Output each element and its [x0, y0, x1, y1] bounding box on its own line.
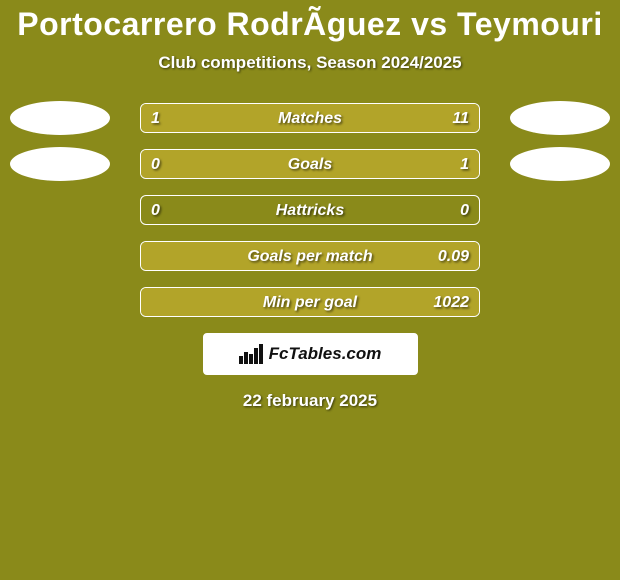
bar-track: Min per goal 1022	[140, 287, 480, 317]
avatar-left-icon	[10, 147, 110, 181]
avatar-right-icon	[510, 147, 610, 181]
page-title: Portocarrero RodrÃ­guez vs Teymouri	[0, 0, 620, 43]
brand-text: FcTables.com	[269, 344, 382, 364]
stat-label: Goals per match	[141, 242, 479, 271]
brand-bars-icon	[239, 344, 263, 364]
date-text: 22 february 2025	[0, 391, 620, 411]
stat-right-value: 11	[452, 104, 469, 133]
stats-area: 1 Matches 11 0 Goals 1 0 Hattricks	[0, 103, 620, 411]
avatar-left-icon	[10, 101, 110, 135]
bar-track: Goals per match 0.09	[140, 241, 480, 271]
stat-row-mpg: Min per goal 1022	[0, 287, 620, 317]
stat-label: Hattricks	[141, 196, 479, 225]
stat-right-value: 0.09	[438, 242, 469, 271]
stat-right-value: 0	[460, 196, 469, 225]
stat-label: Goals	[141, 150, 479, 179]
stat-row-gpm: Goals per match 0.09	[0, 241, 620, 271]
stat-label: Matches	[141, 104, 479, 133]
comparison-infographic: Portocarrero RodrÃ­guez vs Teymouri Club…	[0, 0, 620, 580]
stat-right-value: 1022	[433, 288, 469, 317]
subtitle: Club competitions, Season 2024/2025	[0, 53, 620, 73]
stat-row-hattricks: 0 Hattricks 0	[0, 195, 620, 225]
avatar-right-icon	[510, 101, 610, 135]
stat-row-matches: 1 Matches 11	[0, 103, 620, 133]
brand-badge: FcTables.com	[203, 333, 418, 375]
bar-track: 0 Hattricks 0	[140, 195, 480, 225]
stat-label: Min per goal	[141, 288, 479, 317]
stat-right-value: 1	[460, 150, 469, 179]
bar-track: 1 Matches 11	[140, 103, 480, 133]
bar-track: 0 Goals 1	[140, 149, 480, 179]
stat-row-goals: 0 Goals 1	[0, 149, 620, 179]
